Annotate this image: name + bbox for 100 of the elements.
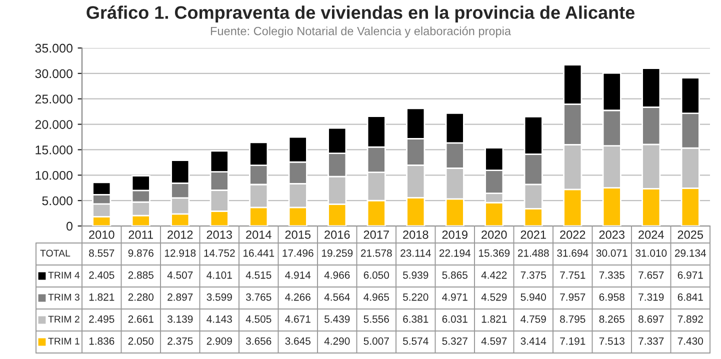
data-label: 7.430 bbox=[678, 337, 703, 345]
data-label: 8.265 bbox=[599, 315, 624, 323]
x-tick-label: 2022 bbox=[560, 230, 586, 239]
x-tick-label: 2023 bbox=[599, 230, 624, 239]
total-label: 31.010 bbox=[636, 249, 667, 257]
legend-label: TRIM 2 bbox=[48, 316, 80, 323]
data-label: 7.337 bbox=[638, 337, 664, 345]
data-label: 3.765 bbox=[246, 293, 272, 301]
data-label: 2.405 bbox=[89, 271, 114, 279]
total-label: 15.369 bbox=[478, 249, 510, 257]
x-tick-label: 2016 bbox=[324, 230, 350, 239]
data-label: 2.897 bbox=[168, 293, 193, 301]
data-label: 7.892 bbox=[678, 315, 703, 323]
data-label: 7.319 bbox=[638, 293, 664, 301]
data-label: 1.821 bbox=[482, 315, 507, 323]
data-label: 7.335 bbox=[599, 271, 624, 279]
chart-subtitle: Fuente: Colegio Notarial de Valencia y elaboración propia bbox=[210, 26, 512, 38]
y-tick-label: 5.000 bbox=[42, 196, 72, 206]
x-tick-label: 2017 bbox=[364, 230, 389, 239]
x-tick-label: 2011 bbox=[128, 230, 153, 239]
data-label: 4.597 bbox=[481, 337, 507, 345]
data-label: 7.191 bbox=[560, 337, 586, 345]
data-label: 7.513 bbox=[599, 337, 624, 345]
total-label: 9.876 bbox=[128, 249, 154, 257]
x-tick-label: 2013 bbox=[206, 230, 232, 239]
legend-label: TRIM 4 bbox=[48, 272, 80, 279]
total-label: 21.488 bbox=[518, 249, 549, 257]
x-tick-label: 2015 bbox=[285, 230, 311, 239]
data-label: 7.751 bbox=[560, 272, 586, 279]
data-label: 6.971 bbox=[678, 271, 703, 279]
data-label: 3.645 bbox=[285, 337, 310, 345]
x-tick-label: 2012 bbox=[168, 230, 193, 239]
data-label: 4.422 bbox=[481, 271, 507, 279]
total-label: 21.578 bbox=[360, 249, 392, 257]
data-label: 3.656 bbox=[246, 337, 272, 345]
data-label: 5.327 bbox=[442, 337, 468, 345]
data-label: 5.939 bbox=[403, 271, 428, 279]
data-label: 4.529 bbox=[481, 293, 507, 301]
data-label: 4.290 bbox=[324, 337, 350, 345]
y-tick-label: 20.000 bbox=[35, 120, 72, 129]
legend-label: TRIM 1 bbox=[48, 338, 80, 345]
y-tick-label: 15.000 bbox=[36, 146, 72, 154]
total-label: 22.194 bbox=[439, 249, 470, 257]
total-label: 30.071 bbox=[596, 249, 628, 257]
legend-label: TRIM 3 bbox=[48, 294, 80, 301]
y-tick-label: 10.000 bbox=[36, 170, 72, 180]
data-label: 6.381 bbox=[403, 315, 428, 323]
total-label: 16.441 bbox=[243, 249, 274, 257]
data-label: 6.841 bbox=[678, 293, 703, 301]
y-tick-label: 30.000 bbox=[35, 69, 72, 78]
data-label: 5.865 bbox=[442, 271, 468, 279]
data-label: 4.965 bbox=[364, 293, 389, 301]
total-label: 31.694 bbox=[557, 249, 588, 257]
data-label: 4.914 bbox=[285, 271, 311, 279]
data-label: 3.139 bbox=[167, 315, 193, 323]
data-label: 2.050 bbox=[128, 337, 154, 345]
data-label: 6.031 bbox=[442, 315, 468, 323]
data-label: 2.885 bbox=[128, 271, 154, 279]
data-label: 4.101 bbox=[206, 271, 232, 279]
total-label: 17.496 bbox=[282, 249, 314, 257]
text: TOTAL bbox=[40, 250, 70, 257]
data-label: 4.671 bbox=[285, 315, 310, 323]
data-label: 7.657 bbox=[638, 271, 664, 279]
total-label: 8.557 bbox=[89, 249, 114, 257]
x-tick-label: 2010 bbox=[89, 230, 114, 239]
data-label: 4.143 bbox=[206, 315, 232, 323]
y-tick-label: 25.000 bbox=[35, 94, 72, 104]
data-label: 4.971 bbox=[442, 293, 468, 301]
data-label: 4.515 bbox=[246, 272, 272, 279]
data-label: 3.599 bbox=[206, 293, 232, 301]
data-label: 2.375 bbox=[168, 337, 193, 345]
x-tick-label: 2021 bbox=[520, 230, 546, 239]
data-label: 1.836 bbox=[89, 337, 114, 345]
data-label: 6.050 bbox=[364, 271, 389, 279]
data-label: 5.574 bbox=[403, 338, 428, 345]
data-label: 6.958 bbox=[599, 293, 624, 301]
data-label: 4.266 bbox=[285, 293, 310, 301]
y-tick-label: 35.000 bbox=[35, 44, 72, 53]
data-label: 4.759 bbox=[520, 315, 546, 323]
data-label: 7.957 bbox=[560, 293, 586, 301]
data-label: 4.564 bbox=[324, 293, 350, 301]
data-label: 4.505 bbox=[246, 315, 272, 323]
data-label: 5.439 bbox=[324, 315, 350, 323]
data-label: 4.507 bbox=[167, 271, 193, 279]
data-label: 5.220 bbox=[403, 293, 428, 301]
data-label: 3.414 bbox=[520, 337, 546, 345]
total-label: 19.259 bbox=[322, 249, 353, 257]
data-label: 8.697 bbox=[638, 315, 664, 323]
data-label: 1.821 bbox=[89, 293, 114, 301]
x-tick-label: 2020 bbox=[482, 230, 507, 239]
total-label: 14.752 bbox=[204, 249, 235, 257]
x-tick-label: 2018 bbox=[403, 230, 428, 239]
data-label: 7.375 bbox=[520, 271, 546, 279]
data-label: 5.556 bbox=[364, 315, 389, 323]
data-label: 5.940 bbox=[520, 293, 546, 301]
data-label: 8.795 bbox=[560, 315, 586, 323]
total-label: 23.114 bbox=[400, 249, 431, 257]
total-label: 29.134 bbox=[674, 249, 706, 257]
x-tick-label: 2024 bbox=[638, 230, 664, 239]
data-label: 2.661 bbox=[128, 315, 154, 323]
